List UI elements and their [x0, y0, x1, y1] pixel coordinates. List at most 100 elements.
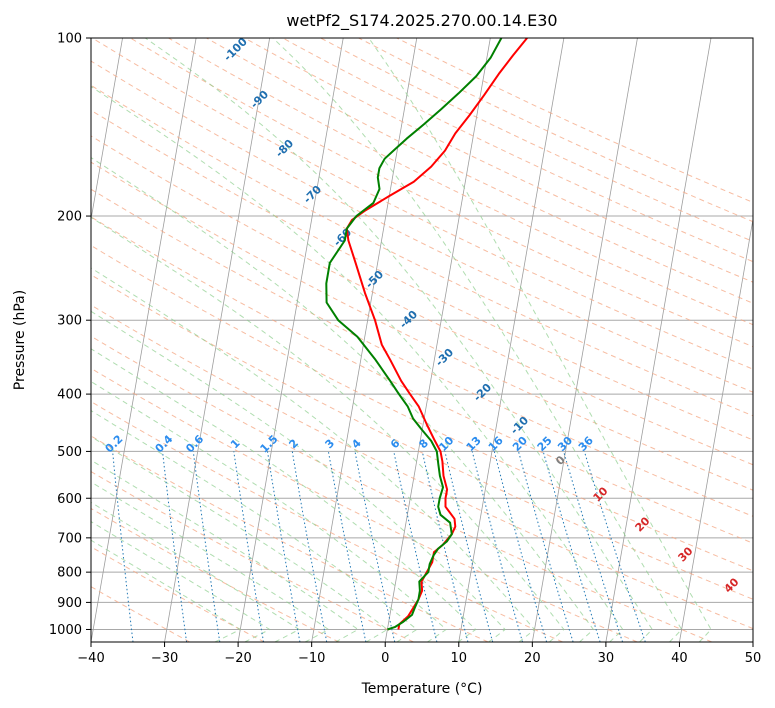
x-tick-label: −10	[298, 651, 325, 666]
dry-adiabat	[168, 38, 753, 326]
moist-adiabat	[91, 348, 477, 642]
isotherm--50	[91, 38, 123, 222]
mixing-ratio-line	[518, 451, 574, 642]
dry-adiabat-label: -80	[273, 137, 296, 160]
moist-adiabat	[91, 459, 359, 642]
plot-frame	[90, 37, 754, 643]
mixing-ratio-label: 1.5	[258, 432, 281, 455]
dry-adiabat	[358, 38, 753, 223]
x-axis-label: Temperature (°C)	[361, 681, 483, 697]
dry-adiabat	[91, 367, 638, 642]
moist-adiabat	[272, 38, 683, 642]
dry-adiabat-label: -100	[221, 35, 250, 64]
isotherm-10	[458, 38, 565, 642]
dry-adiabat	[91, 274, 753, 600]
moist-adiabat	[91, 539, 242, 642]
moist-adiabat	[91, 501, 301, 642]
x-tick-label: 0	[381, 651, 389, 666]
y-tick-label: 500	[57, 445, 82, 460]
dry-adiabat	[91, 161, 753, 491]
moist-adiabat	[91, 216, 565, 642]
moist-adiabat	[368, 38, 712, 642]
y-tick-label: 600	[57, 492, 82, 507]
mixing-ratio-label: 6	[388, 436, 403, 451]
dry-adiabat	[396, 38, 753, 203]
moist-adiabat	[91, 85, 624, 642]
traces	[325, 38, 528, 631]
line-labels: -100-90-80-70-60-50-40-30-20-100.1 0.2 0.4…	[103, 35, 742, 596]
mixing-ratio-line	[563, 451, 624, 642]
x-tick-label: −20	[224, 651, 251, 666]
moist-adiabat	[91, 310, 506, 642]
mixing-ratio-label: 30	[555, 434, 575, 454]
dry-adiabat-label: -20	[471, 381, 494, 404]
dry-adiabat	[91, 216, 753, 544]
isotherm--20	[237, 38, 344, 642]
chart-title: wetPf2_S174.2025.270.00.14.E30	[286, 11, 557, 31]
moist-adiabat	[145, 38, 653, 642]
mixing-ratio-line	[66, 451, 83, 642]
dry-adiabat	[282, 38, 753, 263]
x-ticks: −40 −30 −20 −10 0 10 20 30 40 50	[77, 642, 761, 666]
moist-adiabat-label: 40	[722, 575, 742, 595]
dry-adiabat	[91, 546, 265, 642]
x-tick-label: 40	[671, 651, 688, 666]
dry-adiabat-label: -40	[397, 308, 420, 331]
isotherm--10	[311, 38, 418, 642]
moist-adiabat-label: 0	[553, 453, 568, 468]
mixing-ratio-line	[112, 451, 134, 642]
y-ticks: 100 200 300 400 500 600 700 800 900 1000	[49, 32, 91, 638]
y-tick-label: 200	[57, 210, 82, 225]
x-tick-label: −40	[77, 651, 104, 666]
y-tick-label: 800	[57, 566, 82, 581]
mixing-ratio-line	[542, 451, 601, 642]
isotherm--30	[164, 38, 271, 642]
dry-adiabat	[91, 507, 340, 642]
mixing-ratio-label: 2	[286, 437, 301, 452]
isotherm-20	[531, 38, 638, 642]
dry-adiabat	[244, 38, 753, 283]
moist-adiabat-label: 30	[676, 544, 696, 564]
mixing-ratio-label: 4	[349, 436, 364, 451]
isotherm--40	[91, 38, 197, 642]
mixing-ratio-line	[471, 451, 523, 642]
moist-adiabat	[91, 521, 271, 642]
dry-adiabat	[91, 84, 753, 417]
y-tick-label: 100	[57, 32, 82, 47]
mixing-ratio-line	[162, 451, 188, 642]
mixing-ratio-label: 0.4	[153, 432, 176, 455]
moist-adiabat	[91, 267, 536, 642]
mixing-ratio-line	[192, 451, 221, 642]
y-tick-label: 1000	[49, 623, 82, 638]
mixing-ratio-line	[291, 451, 328, 642]
moist-adiabat	[91, 409, 418, 642]
isotherm-50	[752, 639, 753, 642]
dry-adiabat	[91, 435, 489, 642]
temperature-trace	[345, 38, 528, 630]
dry-adiabat	[91, 304, 753, 630]
moist-adiabat	[91, 435, 389, 642]
y-tick-label: 300	[57, 314, 82, 329]
moist-adiabat-label: 10	[591, 484, 611, 504]
mixing-ratio-line	[444, 451, 494, 642]
mixing-ratio-line	[354, 451, 396, 642]
dewpoint-trace	[325, 38, 503, 631]
dry-adiabat-label: -10	[508, 414, 531, 437]
y-tick-label: 400	[57, 388, 82, 403]
mixing-ratio-line	[583, 451, 646, 642]
x-tick-label: 50	[745, 651, 762, 666]
dry-adiabat	[91, 244, 753, 572]
mixing-ratio-label: 16	[486, 434, 506, 454]
mixing-ratio-line	[421, 451, 469, 642]
dry-adiabat	[91, 109, 753, 441]
y-tick-label: 900	[57, 596, 82, 611]
background-lines	[66, 38, 753, 642]
mixing-ratio-label: 1	[228, 437, 243, 452]
mixing-ratio-label: 36	[576, 434, 596, 454]
y-tick-label: 700	[57, 531, 82, 546]
x-tick-label: −30	[151, 651, 178, 666]
mixing-ratio-line	[393, 451, 438, 642]
mixing-ratio-label: 0.6	[183, 432, 206, 455]
dry-adiabat-label: -70	[301, 183, 324, 206]
